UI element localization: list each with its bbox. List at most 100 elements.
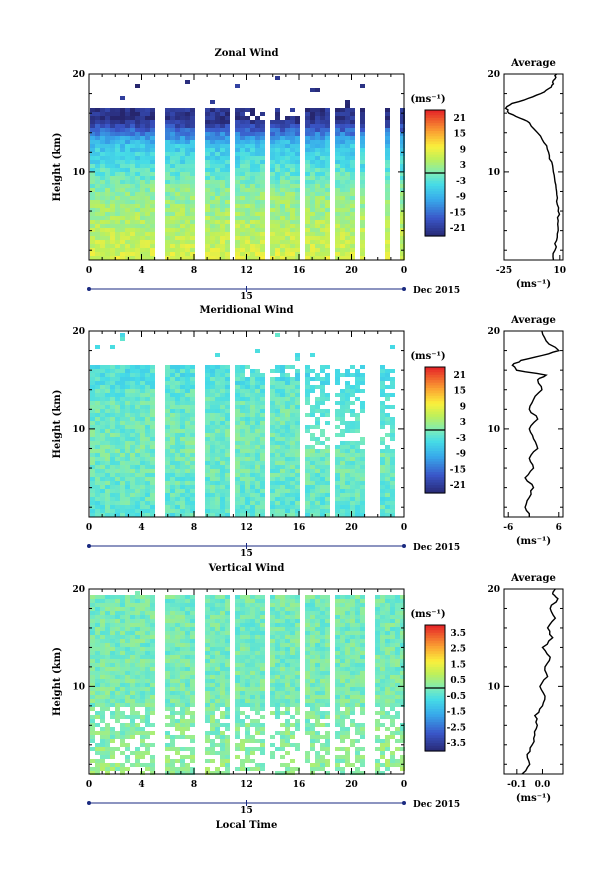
heatmap-cell	[400, 228, 405, 232]
heatmap-cell	[280, 244, 285, 248]
heatmap-cell	[325, 393, 330, 397]
heatmap-cell	[250, 224, 255, 228]
heatmap-cell	[185, 663, 190, 667]
heatmap-cell	[210, 232, 215, 236]
heatmap-cell	[390, 453, 395, 457]
heatmap-cell	[150, 449, 155, 453]
heatmap-cell	[100, 611, 105, 615]
heatmap-cell	[285, 248, 290, 252]
heatmap-cell	[185, 180, 190, 184]
heatmap-cell	[325, 505, 330, 509]
heatmap-cell	[90, 188, 95, 192]
heatmap-cell	[235, 755, 240, 759]
heatmap-cell	[355, 469, 360, 473]
heatmap-cell	[95, 236, 100, 240]
heatmap-cell	[120, 397, 125, 401]
heatmap-cell	[150, 699, 155, 703]
heatmap-cell	[235, 631, 240, 635]
heatmap-cell	[240, 473, 245, 477]
heatmap-cell	[165, 421, 170, 425]
heatmap-cell	[125, 501, 130, 505]
heatmap-cell	[245, 212, 250, 216]
heatmap-cell	[240, 148, 245, 152]
heatmap-cell	[335, 196, 340, 200]
heatmap-cell	[210, 441, 215, 445]
heatmap-cell	[110, 679, 115, 683]
heatmap-cell	[165, 651, 170, 655]
heatmap-cell	[380, 485, 385, 489]
heatmap-cell	[385, 168, 390, 172]
heatmap-cell	[110, 132, 115, 136]
heatmap-cell	[240, 168, 245, 172]
heatmap-cell	[305, 204, 310, 208]
heatmap-cell	[290, 140, 295, 144]
chart-title-1: Zonal Wind	[214, 48, 278, 59]
heatmap-cell	[145, 164, 150, 168]
heatmap-cell	[120, 192, 125, 196]
heatmap-cell	[110, 120, 115, 124]
heatmap-cell	[175, 236, 180, 240]
heatmap-cell	[360, 389, 365, 393]
heatmap-cell	[315, 409, 320, 413]
heatmap-cell	[215, 381, 220, 385]
heatmap-cell	[225, 671, 230, 675]
heatmap-cell	[130, 401, 135, 405]
heatmap-cell	[305, 196, 310, 200]
heatmap-cell	[150, 695, 155, 699]
heatmap-cell	[390, 377, 395, 381]
heatmap-cell	[220, 699, 225, 703]
heatmap-cell	[335, 212, 340, 216]
heatmap-cell	[270, 128, 275, 132]
heatmap-cell	[115, 687, 120, 691]
heatmap-cell	[90, 599, 95, 603]
heatmap-cell	[275, 252, 280, 256]
heatmap-cell	[240, 675, 245, 679]
heatmap-cell	[290, 224, 295, 228]
heatmap-cell	[110, 505, 115, 509]
heatmap-cell	[305, 184, 310, 188]
heatmap-cell	[185, 176, 190, 180]
heatmap-cell	[140, 176, 145, 180]
heatmap-cell	[225, 417, 230, 421]
heatmap-cell	[140, 208, 145, 212]
heatmap-cell	[320, 256, 325, 260]
heatmap-cell	[190, 385, 195, 389]
heatmap-cell	[90, 168, 95, 172]
heatmap-cell	[210, 627, 215, 631]
heatmap-cell	[125, 429, 130, 433]
heatmap-cell	[185, 647, 190, 651]
heatmap-cell	[235, 176, 240, 180]
heatmap-cell	[290, 204, 295, 208]
heatmap-cell	[285, 509, 290, 513]
heatmap-cell	[130, 176, 135, 180]
heatmap-cell	[280, 445, 285, 449]
heatmap-cell	[145, 128, 150, 132]
heatmap-cell	[190, 493, 195, 497]
colorbar-segment	[425, 432, 445, 436]
heatmap-cell	[185, 385, 190, 389]
heatmap-cell	[100, 441, 105, 445]
heatmap-cell	[205, 393, 210, 397]
heatmap-cell	[150, 651, 155, 655]
heatmap-cell	[360, 461, 365, 465]
heatmap-cell	[125, 377, 130, 381]
heatmap-cell	[360, 160, 365, 164]
heatmap-cell	[175, 493, 180, 497]
heatmap-cell	[390, 425, 395, 429]
heatmap-cell	[275, 497, 280, 501]
heatmap-cell	[305, 132, 310, 136]
heatmap-cell	[215, 647, 220, 651]
heatmap-cell	[205, 136, 210, 140]
heatmap-cell	[185, 373, 190, 377]
heatmap-cell	[105, 635, 110, 639]
heatmap-cell	[280, 417, 285, 421]
heatmap-cell	[320, 240, 325, 244]
heatmap-cell	[140, 505, 145, 509]
heatmap-cell	[125, 244, 130, 248]
heatmap-cell	[90, 381, 95, 385]
heatmap-cell	[185, 595, 190, 599]
heatmap-cell	[100, 148, 105, 152]
heatmap-cell	[290, 136, 295, 140]
heatmap-cell	[110, 240, 115, 244]
heatmap-cell	[135, 715, 140, 719]
